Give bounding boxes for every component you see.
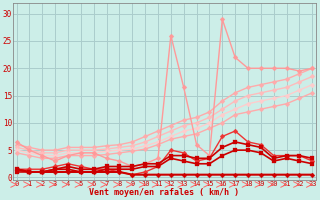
X-axis label: Vent moyen/en rafales ( km/h ): Vent moyen/en rafales ( km/h ) — [89, 188, 239, 197]
